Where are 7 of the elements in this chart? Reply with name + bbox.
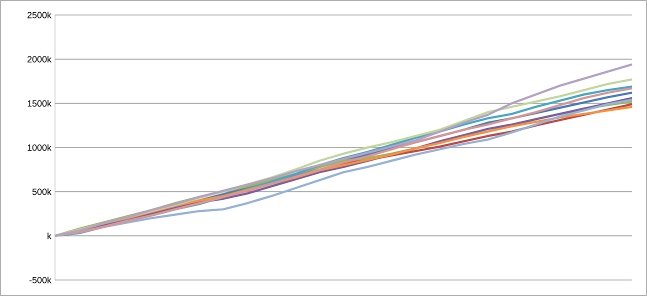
y-tick-label: 1500k — [28, 100, 52, 107]
y-tick-label: 2000k — [28, 56, 52, 62]
y-tick-label: -500k — [29, 276, 52, 284]
y-tick-label: k — [48, 232, 52, 240]
y-tick-label: 2500k — [28, 12, 52, 18]
y-tick-label: 1000k — [28, 144, 52, 151]
y-tick-label: 500k — [32, 188, 52, 195]
